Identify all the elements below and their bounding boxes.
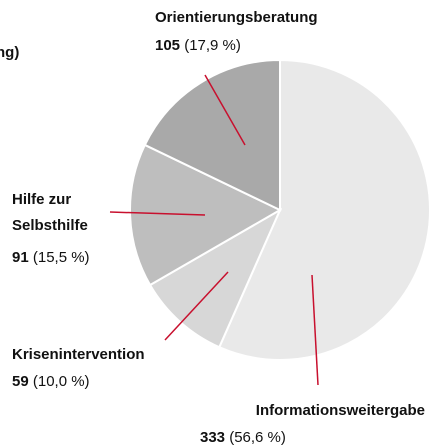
category-label: Hilfe zur Selbsthilfe xyxy=(12,191,88,234)
count-label: 105 xyxy=(155,37,181,54)
share-label: (10,0 %) xyxy=(32,373,90,390)
value-label: 91 (15,5 %) xyxy=(12,245,90,271)
count-label: 91 xyxy=(12,249,29,266)
leader-line xyxy=(311,274,319,386)
category-label: Krisenintervention xyxy=(12,346,145,363)
category-label: Informationsweitergabe xyxy=(255,402,425,419)
leader-line xyxy=(109,211,206,216)
chart-title: ng) xyxy=(0,44,20,61)
pie-slice xyxy=(148,207,283,349)
category-label: Orientierungsberatung xyxy=(155,9,318,26)
share-label: (17,9 %) xyxy=(184,37,241,54)
leader-line xyxy=(164,271,229,341)
value-label: 59 (10,0 %) xyxy=(12,369,90,395)
pie-slice xyxy=(217,58,431,361)
pie-slice xyxy=(143,58,281,212)
share-label: (15,5 %) xyxy=(32,249,90,266)
value-label: 333 (56,6 %) xyxy=(200,425,286,447)
share-label: (56,6 %) xyxy=(229,429,286,446)
value-label: 105 (17,9 %) xyxy=(155,33,241,59)
count-label: 333 xyxy=(200,429,226,446)
count-label: 59 xyxy=(12,373,29,390)
leader-line xyxy=(204,74,246,146)
